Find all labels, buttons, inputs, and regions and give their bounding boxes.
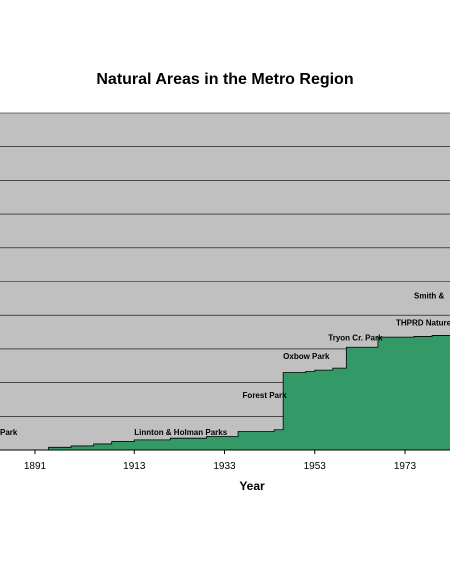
x-tick-label: 1913 bbox=[123, 461, 146, 472]
grid-lines bbox=[0, 112, 450, 451]
annotations: Park Linnton & Holman Parks Forest Park Oxb… bbox=[0, 291, 450, 437]
x-tick-label: 1933 bbox=[213, 461, 236, 472]
chart-title: Natural Areas in the Metro Region bbox=[96, 71, 353, 88]
annotation-label: Park bbox=[0, 428, 18, 437]
area-series bbox=[0, 335, 450, 451]
annotation-label: Forest Park bbox=[243, 391, 288, 400]
annotation-label: Oxbow Park bbox=[283, 352, 330, 361]
x-tick-label: 1973 bbox=[394, 461, 417, 472]
annotation-label: Tryon Cr. Park bbox=[328, 333, 383, 342]
annotation-label: Smith & bbox=[414, 291, 444, 300]
annotation-label: THPRD Nature P bbox=[396, 318, 450, 327]
x-axis-ticks: 1891 1913 1933 1953 1973 bbox=[24, 450, 417, 472]
annotation-label: Linnton & Holman Parks bbox=[134, 428, 227, 437]
x-axis-title: Year bbox=[239, 479, 265, 493]
x-tick-label: 1953 bbox=[304, 461, 327, 472]
x-tick-label: 1891 bbox=[24, 461, 47, 472]
